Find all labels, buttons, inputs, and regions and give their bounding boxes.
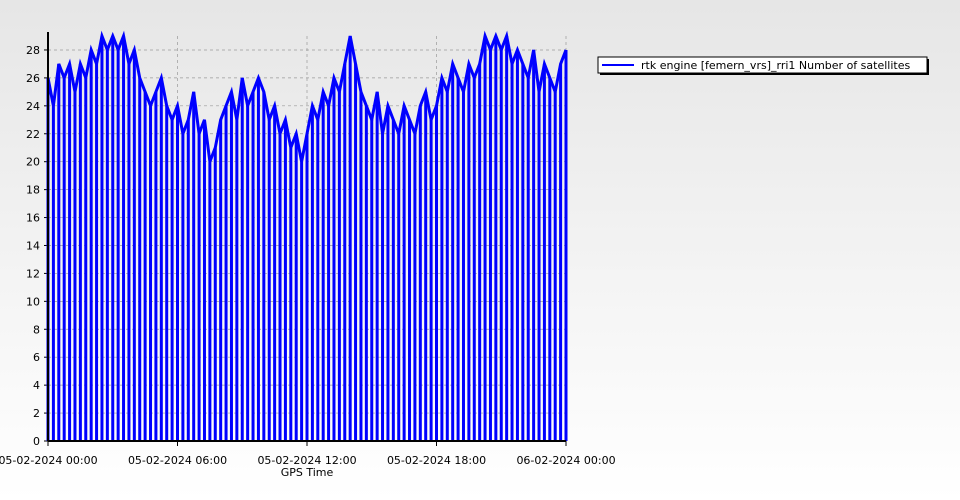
y-tick-label: 24: [26, 100, 40, 113]
x-tick-label: 06-02-2024 00:00: [516, 454, 615, 467]
y-tick-label: 20: [26, 156, 40, 169]
y-tick-label: 22: [26, 128, 40, 141]
y-tick-label: 0: [33, 435, 40, 448]
x-tick-label: 05-02-2024 06:00: [128, 454, 227, 467]
legend-box: [597, 56, 928, 74]
y-tick-label: 2: [33, 407, 40, 420]
y-tick-label: 8: [33, 323, 40, 336]
y-tick-label: 18: [26, 184, 40, 197]
legend-label: rtk engine [femern_vrs]_rri1 Number of s…: [641, 59, 910, 72]
y-tick-label: 16: [26, 212, 40, 225]
y-tick-label: 4: [33, 379, 40, 392]
x-tick-label: 05-02-2024 12:00: [257, 454, 356, 467]
y-tick-label: 28: [26, 44, 40, 57]
y-tick-label: 6: [33, 351, 40, 364]
x-axis-title: GPS Time: [281, 466, 334, 479]
y-tick-label: 10: [26, 295, 40, 308]
series-line: [46, 30, 568, 163]
y-tick-label: 14: [26, 239, 40, 252]
y-tick-label: 26: [26, 72, 40, 85]
x-tick-label: 05-02-2024 18:00: [387, 454, 486, 467]
x-tick-label: 05-02-2024 00:00: [0, 454, 98, 467]
y-tick-label: 12: [26, 267, 40, 280]
